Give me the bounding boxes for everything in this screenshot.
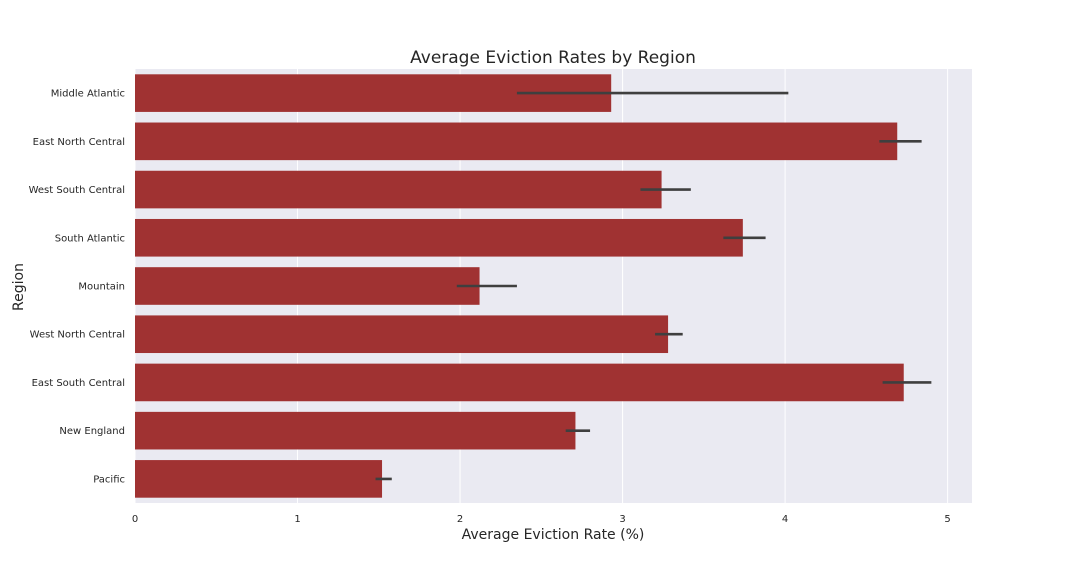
bar bbox=[135, 411, 576, 450]
x-tick-label: 4 bbox=[782, 514, 788, 525]
bar bbox=[135, 363, 904, 402]
x-axis-label: Average Eviction Rate (%) bbox=[462, 527, 645, 543]
bars bbox=[135, 74, 904, 498]
error-bars bbox=[375, 91, 932, 481]
y-tick-label: New England bbox=[59, 426, 125, 437]
y-tick-label: Mountain bbox=[78, 282, 125, 293]
bar bbox=[135, 460, 383, 498]
x-axis-ticks: 0 1 2 3 4 5 bbox=[132, 514, 951, 525]
y-tick-label: East North Central bbox=[33, 137, 125, 148]
bar bbox=[135, 122, 898, 161]
y-axis-ticks: Middle Atlantic East North Central West So… bbox=[29, 89, 125, 486]
bar bbox=[135, 267, 480, 305]
y-tick-label: Pacific bbox=[93, 474, 125, 485]
x-tick-label: 3 bbox=[619, 514, 625, 525]
y-tick-label: West South Central bbox=[29, 185, 125, 196]
y-tick-label: South Atlantic bbox=[55, 233, 125, 244]
y-axis-label: Region bbox=[11, 263, 27, 311]
bar bbox=[135, 218, 743, 257]
y-tick-label: Middle Atlantic bbox=[51, 89, 125, 100]
bar bbox=[135, 170, 662, 209]
bar bbox=[135, 315, 669, 354]
y-tick-label: East South Central bbox=[32, 378, 125, 389]
y-tick-label: West North Central bbox=[30, 330, 125, 341]
chart-title: Average Eviction Rates by Region bbox=[410, 48, 696, 68]
x-tick-label: 1 bbox=[294, 514, 300, 525]
x-tick-label: 5 bbox=[944, 514, 950, 525]
x-tick-label: 2 bbox=[457, 514, 463, 525]
x-tick-label: 0 bbox=[132, 514, 138, 525]
